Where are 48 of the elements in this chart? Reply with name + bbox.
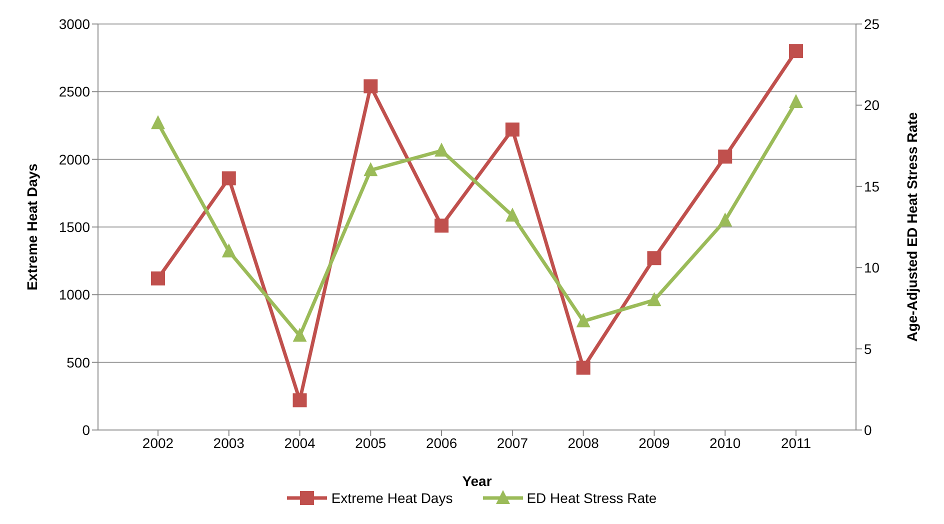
point xyxy=(505,208,520,222)
point xyxy=(789,44,803,58)
point xyxy=(292,393,307,408)
point xyxy=(434,218,449,233)
legend-label: Extreme Heat Days xyxy=(331,490,453,506)
point xyxy=(647,251,662,266)
x-tick-label: 2005 xyxy=(355,434,386,451)
point xyxy=(576,313,590,328)
point xyxy=(151,115,165,130)
y-tick-label: 500 xyxy=(66,354,90,370)
y2-tick-label: 20 xyxy=(864,97,880,114)
y2-tick-label: 5 xyxy=(864,340,872,357)
legend-label: ED Heat Stress Rate xyxy=(526,490,657,506)
point xyxy=(434,142,449,157)
point xyxy=(151,271,165,286)
x-tick-label: 2002 xyxy=(142,434,174,451)
y-tick-label: 1000 xyxy=(58,286,90,303)
x-tick-label: 2010 xyxy=(710,434,741,451)
point xyxy=(647,292,662,306)
y2-tick-label: 0 xyxy=(864,422,872,438)
point xyxy=(364,79,378,94)
y-tick-label: 2500 xyxy=(58,84,90,100)
x-tick-label: 2003 xyxy=(213,434,245,451)
y2-tick-label: 15 xyxy=(864,178,880,194)
x-axis-title: Year xyxy=(462,473,492,489)
y-axis-title: Extreme Heat Days xyxy=(24,163,40,290)
y2-tick-label: 10 xyxy=(864,260,880,276)
y2-tick-label: 25 xyxy=(864,16,880,32)
point xyxy=(222,243,236,258)
y2-axis-title: Age-Adjusted ED Heat Stress Rate xyxy=(904,112,920,342)
point xyxy=(718,150,732,164)
y-tick-label: 0 xyxy=(82,422,90,438)
x-tick-label: 2009 xyxy=(638,434,670,451)
x-tick-label: 2011 xyxy=(780,434,812,451)
point xyxy=(505,122,520,137)
point xyxy=(364,162,378,176)
point xyxy=(222,171,236,186)
x-tick-label: 2004 xyxy=(284,434,316,451)
x-tick-label: 2006 xyxy=(426,434,458,451)
y-tick-label: 2000 xyxy=(58,151,90,168)
point xyxy=(789,94,803,108)
y-tick-label: 3000 xyxy=(58,16,90,32)
y-tick-label: 1500 xyxy=(58,218,90,235)
point xyxy=(718,212,732,227)
x-tick-label: 2007 xyxy=(496,434,528,451)
point xyxy=(292,328,307,342)
x-tick-label: 2008 xyxy=(568,434,600,451)
point xyxy=(576,360,590,375)
